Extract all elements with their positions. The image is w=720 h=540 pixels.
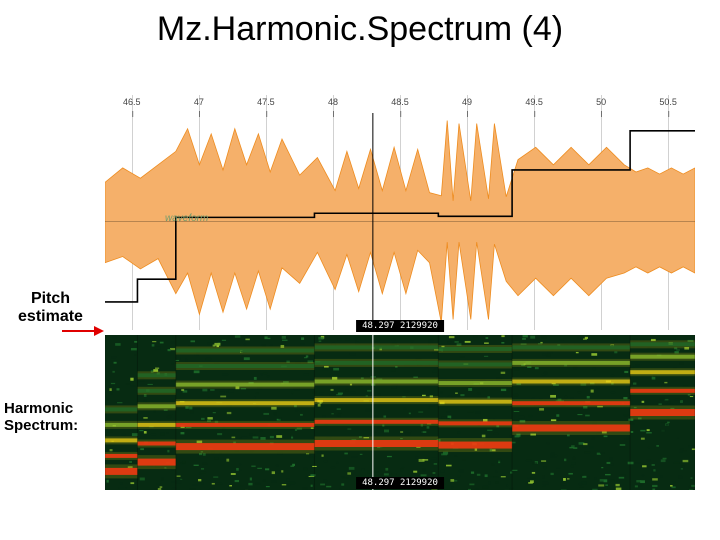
harmonic-band bbox=[438, 400, 512, 404]
harmonic-band bbox=[438, 362, 512, 366]
pitch-label-line1: Pitch bbox=[8, 290, 93, 308]
harmonic-band bbox=[176, 443, 315, 450]
cursor-readout-waveform: 48.297 2129920 bbox=[356, 320, 444, 332]
plot-area: 46.54747.54848.54949.55050.5 waveform 48… bbox=[105, 95, 695, 495]
harmonic-band bbox=[137, 404, 175, 408]
harmonic-band bbox=[137, 373, 175, 377]
harmonic-band bbox=[512, 345, 630, 349]
cursor-readout-spectrogram: 48.297 2129920 bbox=[356, 477, 444, 489]
harmonic-band bbox=[630, 342, 695, 346]
pitch-label-line2: estimate bbox=[8, 308, 93, 326]
harmonic-band bbox=[438, 381, 512, 385]
harmonic-band bbox=[314, 380, 438, 384]
harmonic-band bbox=[314, 440, 438, 447]
harmonic-band bbox=[137, 442, 175, 446]
harmonic-band bbox=[137, 459, 175, 466]
spectrogram-chart bbox=[105, 335, 695, 490]
harmonic-spectrum-label: Harmonic Spectrum: bbox=[4, 400, 99, 435]
harmonic-band bbox=[137, 423, 175, 427]
harmonic-band bbox=[512, 380, 630, 384]
harmonic-band bbox=[630, 355, 695, 359]
pitch-estimate-label: Pitch estimate bbox=[8, 290, 93, 326]
harmonic-band bbox=[630, 370, 695, 374]
harmonic-band bbox=[176, 401, 315, 405]
harmonic-band bbox=[176, 423, 315, 427]
harmonic-band bbox=[438, 421, 512, 425]
spectrogram-panel: 48.297 2129920 bbox=[105, 335, 695, 490]
waveform-panel: 46.54747.54848.54949.55050.5 waveform 48… bbox=[105, 95, 695, 330]
waveform-text-label: waveform bbox=[165, 213, 208, 224]
harmonic-band bbox=[105, 468, 137, 475]
harmonic-band bbox=[176, 364, 315, 368]
harmonic-band bbox=[630, 389, 695, 393]
harmonic-label-line1: Harmonic bbox=[4, 400, 99, 417]
harmonic-band bbox=[314, 361, 438, 365]
harmonic-band bbox=[105, 438, 137, 442]
page-title: Mz.Harmonic.Spectrum (4) bbox=[0, 10, 720, 49]
harmonic-band bbox=[438, 347, 512, 351]
harmonic-band bbox=[438, 442, 512, 449]
harmonic-band bbox=[512, 401, 630, 405]
harmonic-band bbox=[105, 407, 137, 411]
harmonic-band bbox=[176, 383, 315, 387]
harmonic-band bbox=[512, 425, 630, 432]
harmonic-band bbox=[630, 409, 695, 416]
harmonic-band bbox=[105, 454, 137, 458]
harmonic-band bbox=[137, 389, 175, 393]
harmonic-band bbox=[314, 345, 438, 349]
arrow-icon bbox=[62, 330, 102, 332]
harmonic-band bbox=[314, 420, 438, 424]
harmonic-band bbox=[314, 398, 438, 402]
harmonic-label-line2: Spectrum: bbox=[4, 417, 99, 434]
slide-root: Mz.Harmonic.Spectrum (4) Pitch estimate … bbox=[0, 0, 720, 540]
harmonic-band bbox=[512, 361, 630, 365]
harmonic-band bbox=[105, 423, 137, 427]
harmonic-band bbox=[176, 349, 315, 353]
